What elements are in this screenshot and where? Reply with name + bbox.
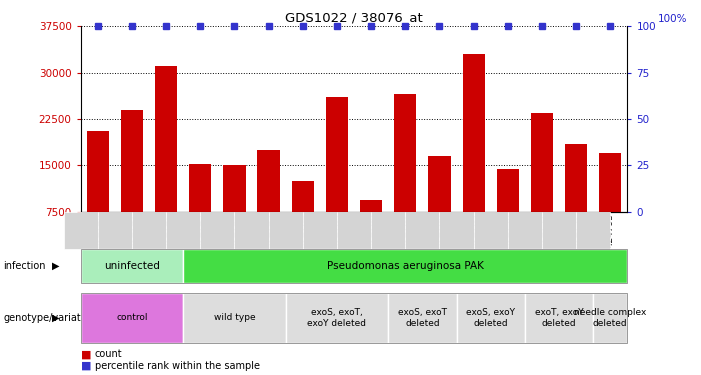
Text: exoT, exoY
deleted: exoT, exoY deleted: [535, 308, 583, 327]
Text: ■: ■: [81, 350, 91, 359]
Text: count: count: [95, 350, 122, 359]
Text: infection: infection: [4, 261, 46, 271]
Bar: [155, 66, 177, 258]
Text: uninfected: uninfected: [104, 261, 160, 271]
Text: ▶: ▶: [52, 261, 60, 271]
Bar: [428, 156, 451, 258]
Text: exoS, exoT
deleted: exoS, exoT deleted: [398, 308, 447, 327]
Text: Pseudomonas aeruginosa PAK: Pseudomonas aeruginosa PAK: [327, 261, 484, 271]
Bar: [224, 165, 245, 258]
Text: needle complex
deleted: needle complex deleted: [574, 308, 646, 327]
Text: ▶: ▶: [52, 313, 60, 323]
Text: genotype/variation: genotype/variation: [4, 313, 96, 323]
Bar: [360, 200, 382, 258]
Text: wild type: wild type: [214, 314, 255, 322]
Bar: [497, 169, 519, 258]
Bar: [599, 153, 621, 258]
Title: GDS1022 / 38076_at: GDS1022 / 38076_at: [285, 11, 423, 24]
Bar: [531, 113, 553, 258]
Text: ■: ■: [81, 361, 91, 370]
Bar: [87, 132, 109, 258]
Bar: [292, 181, 314, 258]
Bar: [257, 150, 280, 258]
Text: 100%: 100%: [658, 14, 687, 24]
Bar: [565, 144, 587, 258]
Bar: [189, 164, 211, 258]
Bar: [394, 94, 416, 258]
Text: control: control: [116, 314, 148, 322]
Text: exoS, exoY
deleted: exoS, exoY deleted: [466, 308, 515, 327]
Text: exoS, exoT,
exoY deleted: exoS, exoT, exoY deleted: [308, 308, 367, 327]
Bar: [463, 54, 484, 258]
Bar: [326, 98, 348, 258]
Bar: [121, 110, 143, 258]
Text: percentile rank within the sample: percentile rank within the sample: [95, 361, 259, 370]
